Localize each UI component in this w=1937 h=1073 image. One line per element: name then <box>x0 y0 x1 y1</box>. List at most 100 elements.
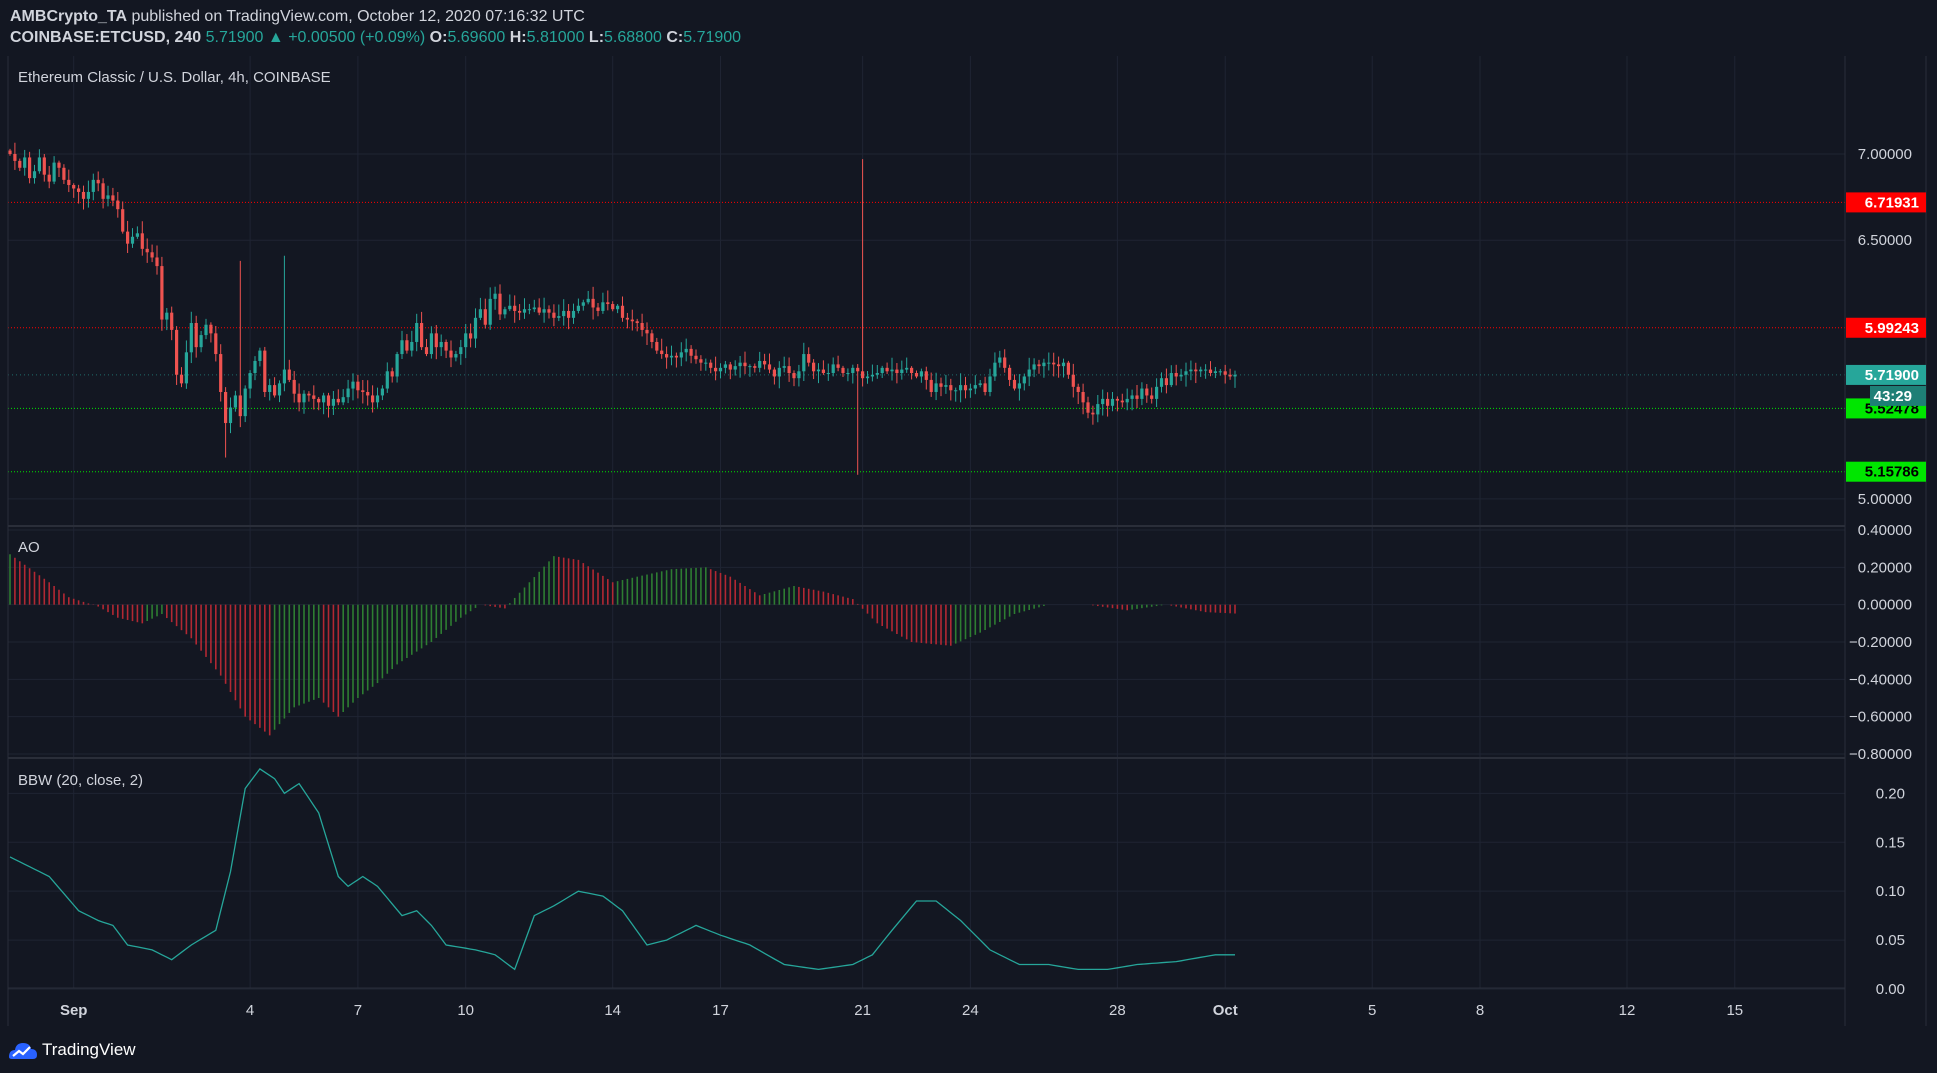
candle-body <box>258 350 262 361</box>
candle-body <box>277 383 282 396</box>
candle-body <box>478 309 482 318</box>
candle-up <box>346 379 350 404</box>
candle-up <box>1027 357 1031 387</box>
author-name[interactable]: AMBCrypto_TA <box>10 8 128 25</box>
price-candles <box>8 142 1237 475</box>
candle-body <box>228 407 233 424</box>
candle-up <box>870 364 874 382</box>
candle-up <box>601 292 605 314</box>
candle-up <box>826 363 830 381</box>
high-value: 5.81000 <box>526 29 585 46</box>
candle-body <box>287 369 291 380</box>
candle-body <box>331 398 335 406</box>
ao-tick-label: 0.20000 <box>1858 559 1912 576</box>
candle-body <box>52 162 56 182</box>
candle-up <box>816 363 821 384</box>
candle-body <box>885 367 889 372</box>
price-tick-label: 7.00000 <box>1858 146 1912 163</box>
ao-tick-label: 0.00000 <box>1858 597 1912 614</box>
candle-up <box>890 357 894 381</box>
candle-down <box>537 298 541 316</box>
tradingview-logo-icon <box>9 1043 37 1059</box>
ao-tick-label: −0.20000 <box>1849 634 1912 651</box>
symbol-label: COINBASE:ETCUSD, 240 <box>10 29 202 46</box>
candle-down <box>150 244 154 263</box>
candle-body <box>537 307 541 313</box>
candle-down <box>983 376 987 396</box>
candle-body <box>1091 412 1095 415</box>
tradingview-logo[interactable]: TradingView <box>8 1039 136 1061</box>
candle-body <box>998 357 1002 363</box>
candle-down <box>483 298 487 329</box>
time-axis[interactable]: Sep 4 7 10 14 17 21 24 28 Oct 5 8 12 15 <box>60 1002 1743 1019</box>
candle-body <box>782 366 786 368</box>
candle-body <box>1169 373 1173 386</box>
last-price: 5.71900 <box>205 29 264 46</box>
candle-down <box>596 302 600 317</box>
candle-up <box>253 356 257 381</box>
up-arrow-icon: ▲ <box>267 29 284 46</box>
candle-up <box>459 339 463 365</box>
candle-down <box>1164 368 1168 394</box>
candle-down <box>655 337 659 354</box>
candle-body <box>405 340 409 351</box>
candle-down <box>924 366 928 390</box>
candle-up <box>1061 358 1066 378</box>
candle-body <box>273 385 277 396</box>
candle-body <box>1174 373 1178 377</box>
candle-down <box>1071 363 1075 398</box>
candle-body <box>816 369 821 372</box>
candle-body <box>934 383 938 392</box>
candle-up <box>189 311 193 364</box>
candle-up <box>91 173 95 201</box>
candle-up <box>488 287 492 330</box>
candle-body <box>170 312 174 330</box>
candle-body <box>1081 391 1085 403</box>
candle-body <box>743 362 747 367</box>
candle-up <box>669 345 674 366</box>
candle-body <box>155 257 159 267</box>
candle-body <box>439 341 443 348</box>
support-price-label: 5.15786 <box>1865 464 1919 481</box>
time-tick-label: 8 <box>1476 1002 1484 1019</box>
candle-body <box>1204 369 1208 371</box>
time-tick-label: 12 <box>1619 1002 1636 1019</box>
candle-down <box>297 383 301 412</box>
candle-body <box>650 333 654 342</box>
candle-up <box>571 303 576 324</box>
candle-body <box>831 364 835 374</box>
candle-up <box>478 297 482 321</box>
candle-down <box>910 366 914 380</box>
candle-body <box>1125 398 1129 403</box>
candle-body <box>895 369 899 374</box>
candle-body <box>1096 404 1100 415</box>
candle-down <box>317 396 321 411</box>
candle-up <box>777 361 781 389</box>
candle-down <box>1052 352 1056 377</box>
time-tick-label: 17 <box>712 1002 729 1019</box>
candle-down <box>914 370 919 379</box>
candle-body <box>954 390 958 392</box>
candle-down <box>57 160 61 177</box>
candle-body <box>1223 371 1227 375</box>
candle-down <box>219 344 223 402</box>
candle-down <box>1008 364 1012 387</box>
candle-up <box>586 290 590 305</box>
candle-up <box>1101 389 1105 416</box>
candle-body <box>424 347 429 355</box>
candle-body <box>748 366 752 368</box>
candle-down <box>13 142 17 170</box>
price-axis[interactable]: 6.719315.992435.524785.157865.000006.500… <box>1846 146 1926 998</box>
candle-up <box>184 340 188 389</box>
candle-body <box>341 397 345 403</box>
candle-down <box>812 359 816 380</box>
candle-body <box>1110 398 1115 406</box>
candle-down <box>307 391 311 402</box>
candle-body <box>513 305 517 311</box>
candle-body <box>47 174 51 182</box>
candle-body <box>116 200 120 210</box>
candle-body <box>464 333 468 348</box>
candle-body <box>728 364 732 370</box>
candle-body <box>150 252 154 258</box>
candle-up <box>581 299 585 311</box>
